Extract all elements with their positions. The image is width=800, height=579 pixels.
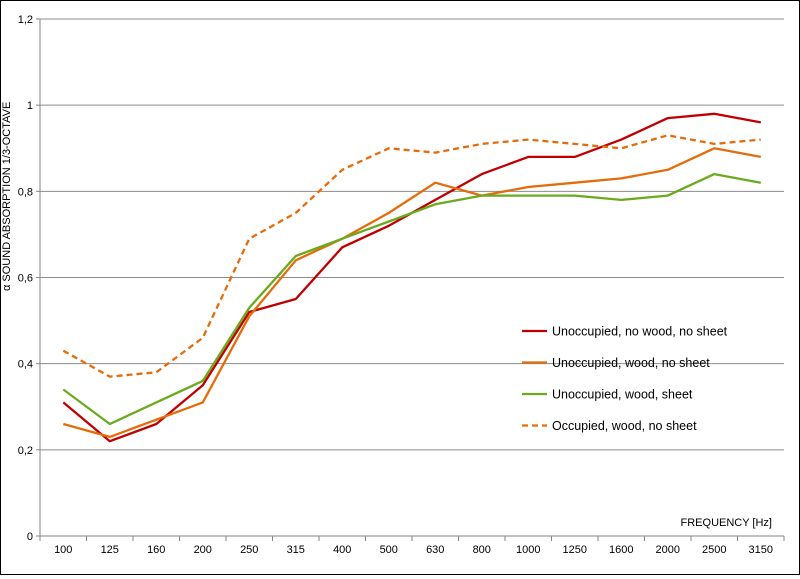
x-tick-label: 200 bbox=[194, 544, 212, 556]
gridlines bbox=[36, 18, 785, 541]
x-tick-label: 1000 bbox=[516, 544, 540, 556]
series-line-3 bbox=[62, 172, 762, 426]
legend: Unoccupied, no wood, no sheet Unoccupied,… bbox=[522, 325, 728, 433]
x-tick-label: 250 bbox=[240, 544, 258, 556]
x-tick-label: 2500 bbox=[702, 544, 726, 556]
y-tick-label: 0,8 bbox=[18, 186, 33, 198]
x-tick-label: 400 bbox=[333, 544, 351, 556]
legend-label: Unoccupied, wood, no sheet bbox=[552, 356, 710, 370]
legend-label: Unoccupied, wood, sheet bbox=[552, 388, 693, 402]
x-tick-label: 125 bbox=[101, 544, 119, 556]
x-tick-label: 2000 bbox=[656, 544, 680, 556]
x-tick-label: 3150 bbox=[749, 544, 773, 556]
x-tick-label: 100 bbox=[54, 544, 72, 556]
y-tick-label: 0,6 bbox=[18, 273, 33, 285]
y-tick-label: 1,2 bbox=[18, 14, 33, 26]
x-axis-label: FREQUENCY [Hz] bbox=[681, 517, 772, 529]
y-axis-label: α SOUND ABSORPTION 1/3-OCTAVE bbox=[1, 102, 13, 291]
x-tick-label: 1600 bbox=[609, 544, 633, 556]
series-line-4 bbox=[62, 134, 761, 378]
legend-label: Unoccupied, no wood, no sheet bbox=[552, 325, 728, 339]
x-tick-label: 800 bbox=[473, 544, 491, 556]
x-tick-label: 500 bbox=[380, 544, 398, 556]
x-tick-label: 630 bbox=[426, 544, 444, 556]
y-tick-label: 0,2 bbox=[18, 445, 33, 457]
y-tick-labels: 0 0,2 0,4 0,6 0,8 1 1,2 bbox=[18, 14, 33, 543]
series-lines bbox=[62, 112, 762, 443]
x-tick-label: 160 bbox=[147, 544, 165, 556]
y-tick-label: 0,4 bbox=[18, 359, 33, 371]
series-line-2 bbox=[62, 147, 762, 439]
y-tick-label: 0 bbox=[27, 531, 33, 543]
x-tick-label: 1250 bbox=[563, 544, 587, 556]
y-tick-label: 1 bbox=[27, 100, 33, 112]
x-tick-label: 315 bbox=[287, 544, 305, 556]
x-tick-labels: 100 125 160 200 250 315 400 500 630 800 1000 1250 16… bbox=[54, 544, 773, 556]
legend-label: Occupied, wood, no sheet bbox=[552, 419, 697, 433]
